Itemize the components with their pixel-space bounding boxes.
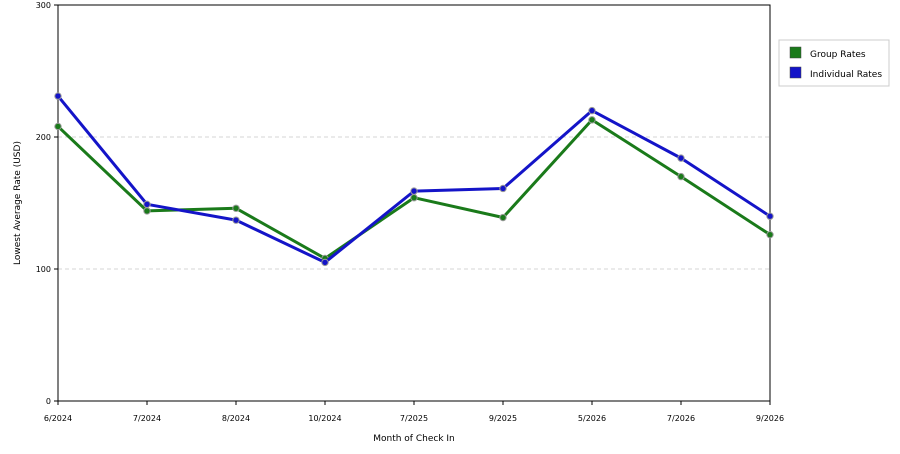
legend-label-individual-rates: Individual Rates bbox=[810, 70, 882, 80]
data-point-individual-rates bbox=[54, 92, 62, 100]
data-point-individual-rates bbox=[232, 216, 240, 224]
x-tick-label: 7/2026 bbox=[667, 414, 695, 423]
y-tick-label: 100 bbox=[36, 265, 51, 274]
x-axis-title: Month of Check In bbox=[373, 434, 455, 444]
data-point-group-rates bbox=[677, 172, 685, 181]
legend-swatch-group-rates bbox=[789, 46, 802, 59]
y-tick-label: 300 bbox=[36, 1, 51, 10]
data-point-group-rates bbox=[766, 230, 774, 239]
data-point-individual-rates bbox=[588, 106, 596, 115]
x-tick-label: 7/2024 bbox=[133, 414, 161, 423]
legend-swatch-individual-rates bbox=[789, 66, 802, 79]
legend: Group Rates Individual Rates bbox=[778, 39, 890, 87]
x-tick-label: 7/2025 bbox=[400, 414, 428, 423]
data-point-individual-rates bbox=[321, 258, 329, 267]
x-tick-label: 5/2026 bbox=[578, 414, 606, 423]
x-tick-label: 9/2026 bbox=[756, 414, 784, 423]
data-point-individual-rates bbox=[499, 184, 507, 193]
grid-layer bbox=[58, 136, 770, 270]
y-tick-label: 0 bbox=[46, 397, 51, 406]
data-point-group-rates bbox=[54, 122, 62, 131]
x-tick-label: 10/2024 bbox=[308, 414, 341, 423]
y-tick-label: 200 bbox=[36, 133, 51, 142]
data-point-group-rates bbox=[143, 207, 151, 215]
data-point-group-rates bbox=[232, 204, 240, 212]
y-axis-title: Lowest Average Rate (USD) bbox=[13, 141, 23, 265]
tick-layer: 0 100 200 300 6/2024 7/2024 8/2024 10/2024 7/202… bbox=[36, 1, 784, 423]
data-point-group-rates bbox=[410, 194, 418, 202]
data-point-individual-rates bbox=[766, 212, 774, 220]
data-point-individual-rates bbox=[677, 154, 685, 162]
legend-label-group-rates: Group Rates bbox=[810, 50, 866, 60]
data-point-individual-rates bbox=[143, 200, 151, 209]
plot-frame bbox=[57, 4, 771, 402]
data-point-individual-rates bbox=[410, 187, 418, 195]
axis-layer bbox=[57, 4, 771, 402]
x-tick-label: 8/2024 bbox=[222, 414, 250, 423]
x-tick-label: 6/2024 bbox=[44, 414, 72, 423]
x-tick-label: 9/2025 bbox=[489, 414, 517, 423]
series-layer bbox=[54, 92, 774, 267]
data-point-group-rates bbox=[588, 116, 596, 124]
data-point-group-rates bbox=[499, 213, 507, 222]
series-line-individual-rates bbox=[56, 95, 771, 264]
